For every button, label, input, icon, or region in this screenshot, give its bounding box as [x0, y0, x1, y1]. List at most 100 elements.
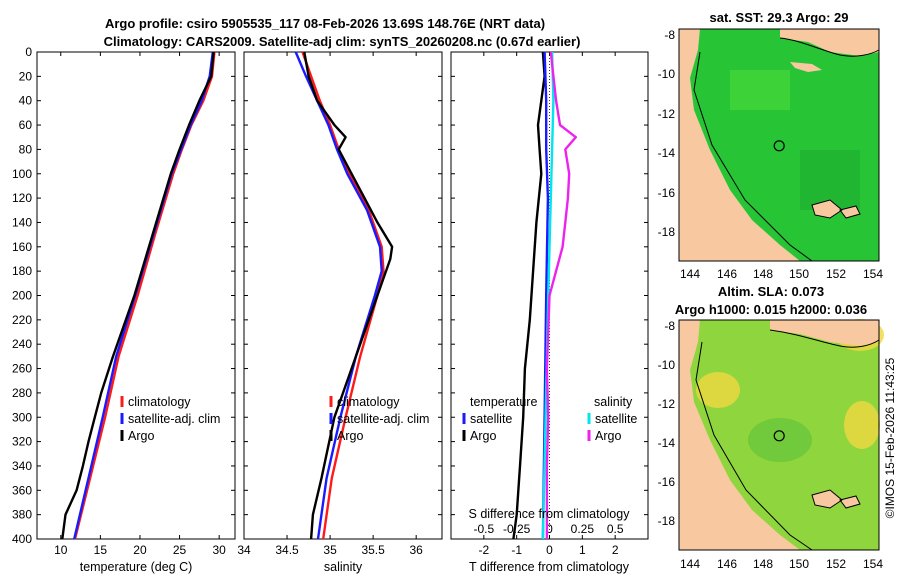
temperature-x-label: temperature (deg C)	[80, 560, 193, 574]
sst-argo-marker	[773, 140, 785, 152]
title-line-1: Argo profile: csiro 5905535_117 08-Feb-2…	[105, 16, 545, 31]
sst-lat-tick: -10	[658, 67, 676, 81]
series-line-temperature-argo	[512, 51, 546, 540]
sla-depth-contour	[695, 341, 813, 551]
sla-lon-tick: 148	[753, 557, 773, 571]
legend-title-temperature: temperature	[470, 395, 537, 409]
sst-lon-tick: 152	[826, 267, 846, 281]
depth-tick-label: 60	[19, 118, 33, 132]
temperature-legend: climatology satellite-adj. clim Argo	[120, 395, 220, 443]
legend-label-climatology: climatology	[128, 395, 191, 409]
x-tick-label: 10	[54, 543, 68, 557]
legend-label-s-satellite: satellite	[595, 412, 637, 426]
salinity-x-label: salinity	[324, 560, 363, 574]
depth-tick-label: 300	[12, 410, 32, 424]
sla-lat-tick: -10	[658, 358, 676, 372]
legend-label-t-argo: Argo	[470, 429, 496, 443]
legend-label-climatology: climatology	[337, 395, 400, 409]
depth-tick-label: 80	[19, 142, 33, 156]
sla-lat-tick: -14	[658, 436, 676, 450]
x-tick-label: -1	[511, 543, 522, 557]
depth-tick-label: 360	[12, 483, 32, 497]
x-tick-label: 34.5	[275, 543, 299, 557]
sla-land-australia	[679, 320, 800, 550]
x-tick-label: 34	[237, 543, 251, 557]
series-line-climatology	[73, 51, 216, 540]
sla-lat-tick: -16	[658, 475, 676, 489]
depth-tick-label: 180	[12, 264, 32, 278]
sst-depth-contour	[693, 51, 813, 262]
x-tick-label: 25	[173, 543, 187, 557]
s-difference-x-label: S difference from climatology	[469, 507, 631, 521]
s-diff-tick-label: -0.25	[503, 522, 531, 536]
sst-lat-tick: -8	[664, 28, 675, 42]
s-diff-tick-label: 0.25	[571, 522, 595, 536]
depth-tick-label: 320	[12, 435, 32, 449]
depth-tick-label: 240	[12, 337, 32, 351]
depth-tick-label: 0	[25, 45, 32, 59]
depth-tick-label: 160	[12, 240, 32, 254]
sst-lat-tick: -18	[658, 225, 676, 239]
sla-lon-tick: 144	[680, 557, 700, 571]
series-line-salinity-argo	[545, 51, 577, 539]
legend-title-salinity: salinity	[594, 395, 633, 409]
sst-lat-tick: -14	[658, 146, 676, 160]
sla-lat-ticks: -8 -10 -12 -14 -16 -18	[658, 319, 676, 528]
depth-tick-label: 400	[12, 532, 32, 546]
sla-map-title-2: Argo h1000: 0.015 h2000: 0.036	[675, 302, 867, 317]
t-difference-x-label: T difference from climatology	[469, 560, 630, 574]
depth-tick-label: 20	[19, 69, 33, 83]
sst-lon-tick: 146	[717, 267, 737, 281]
imos-watermark: ©IMOS 15-Feb-2026 11:43:25	[883, 357, 897, 518]
sla-map-frame	[678, 319, 880, 551]
salinity-legend: climatology satellite-adj. clim Argo	[329, 395, 429, 443]
x-tick-label: 35.5	[361, 543, 385, 557]
sst-lon-ticks: 144 146 148 150 152 154	[680, 267, 883, 281]
depth-tick-label: 200	[12, 289, 32, 303]
legend-label-satellite-clim: satellite-adj. clim	[128, 412, 220, 426]
sst-lon-tick: 154	[863, 267, 883, 281]
sla-lat-tick: -18	[658, 514, 676, 528]
sst-reef-islands	[811, 199, 861, 219]
depth-tick-label: 260	[12, 362, 32, 376]
sst-map	[678, 28, 880, 262]
legend-label-argo: Argo	[337, 429, 363, 443]
sla-lon-tick: 152	[826, 557, 846, 571]
sst-lat-tick: -16	[658, 186, 676, 200]
sst-warm-patch	[730, 70, 790, 110]
sst-land-australia	[679, 29, 800, 261]
sst-map-frame	[678, 28, 880, 262]
depth-tick-label: 120	[12, 191, 32, 205]
sst-map-title: sat. SST: 29.3 Argo: 29	[710, 10, 849, 25]
x-tick-label: 20	[133, 543, 147, 557]
sla-coast-north	[769, 329, 880, 348]
sst-lon-tick: 150	[789, 267, 809, 281]
x-tick-label: 15	[94, 543, 108, 557]
sla-high-patch-east	[844, 401, 880, 449]
sla-map	[678, 319, 884, 551]
sst-land-islands	[790, 62, 822, 72]
sla-argo-marker	[773, 430, 785, 442]
x-tick-label: 36	[409, 543, 423, 557]
sla-lon-tick: 150	[789, 557, 809, 571]
depth-tick-label: 40	[19, 94, 33, 108]
depth-tick-label: 280	[12, 386, 32, 400]
x-tick-label: -2	[478, 543, 489, 557]
x-tick-label: 0	[546, 543, 553, 557]
sla-lat-tick: -12	[658, 397, 676, 411]
series-line-argo	[61, 51, 215, 540]
title-line-2: Climatology: CARS2009. Satellite-adj cli…	[104, 34, 581, 49]
sst-lon-tick: 144	[680, 267, 700, 281]
depth-tick-label: 140	[12, 215, 32, 229]
sst-land-png	[679, 29, 879, 56]
sla-lon-tick: 146	[717, 557, 737, 571]
sla-reef-islands	[811, 489, 861, 509]
depth-tick-label: 220	[12, 313, 32, 327]
x-tick-label: 1	[579, 543, 586, 557]
sla-lon-ticks: 144 146 148 150 152 154	[680, 557, 883, 571]
difference-legend: temperature satellite Argo salinity sate…	[462, 395, 637, 443]
sla-lat-tick: -8	[664, 319, 675, 333]
legend-label-t-satellite: satellite	[470, 412, 512, 426]
sla-map-title-1: Altim. SLA: 0.073	[718, 284, 824, 299]
depth-tick-label: 100	[12, 167, 32, 181]
